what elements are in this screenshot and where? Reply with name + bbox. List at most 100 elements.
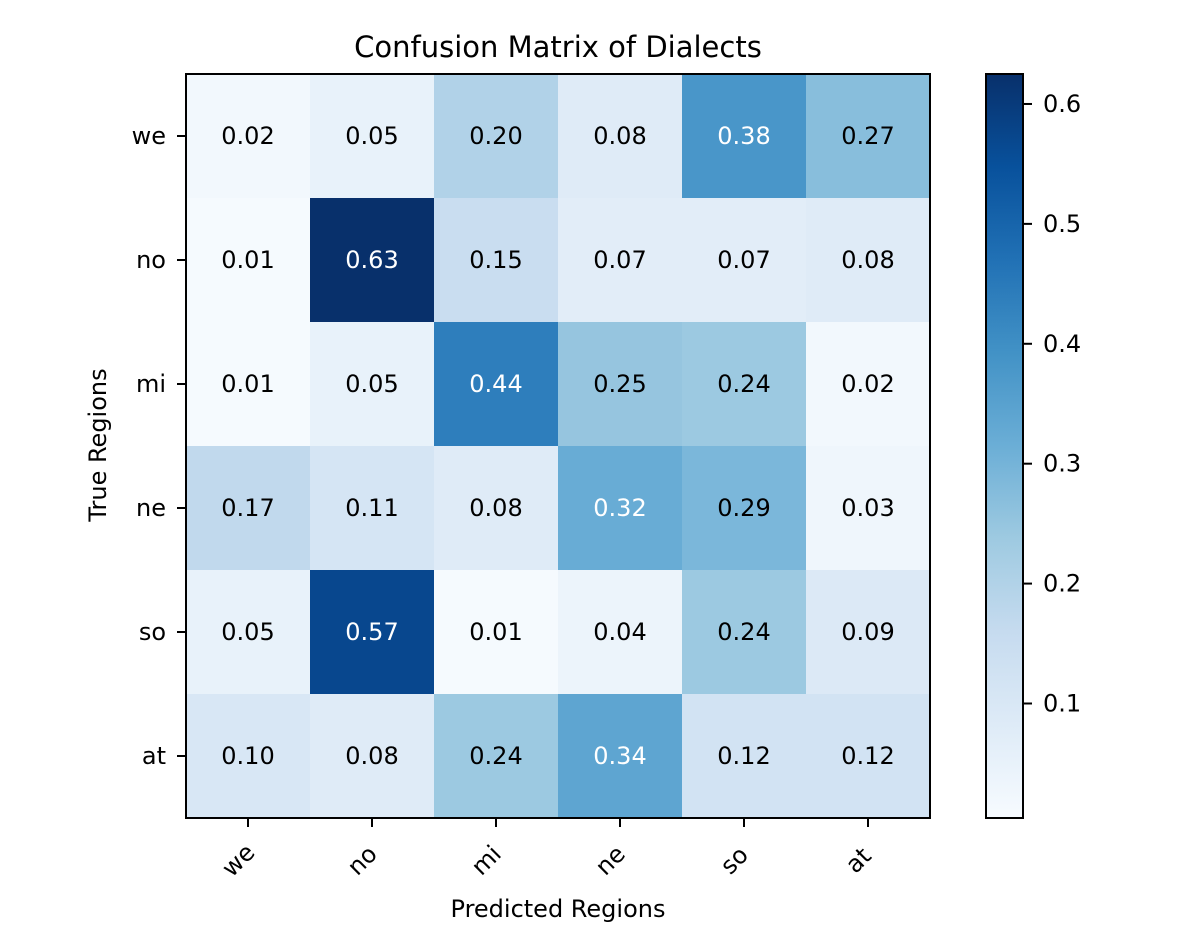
heatmap-cell	[310, 570, 435, 695]
cell-value-label: 0.01	[221, 370, 274, 398]
heatmap-cell	[186, 570, 311, 695]
cell-value-label: 0.10	[221, 742, 274, 770]
x-tick-label: ne	[590, 840, 631, 881]
heatmap-cell	[186, 74, 311, 199]
heatmap-cell	[310, 74, 435, 199]
heatmap-cell	[310, 198, 435, 323]
y-axis-ticks: we no mi ne so at	[132, 122, 186, 770]
x-tick-label: mi	[466, 840, 507, 881]
cell-value-label: 0.11	[345, 494, 398, 522]
heatmap-cell	[558, 74, 683, 199]
heatmap-cell	[434, 74, 559, 199]
heatmap-cell	[186, 322, 311, 447]
cell-value-label: 0.32	[593, 494, 646, 522]
heatmap-cell	[310, 322, 435, 447]
x-tick-label: at	[840, 842, 877, 879]
x-axis-label: Predicted Regions	[451, 895, 666, 923]
heatmap-cell	[806, 74, 931, 199]
cell-value-label: 0.08	[593, 122, 646, 150]
cell-value-label: 0.20	[469, 122, 522, 150]
cell-value-label: 0.05	[221, 618, 274, 646]
cell-value-label: 0.29	[717, 494, 770, 522]
colorbar-tick-label: 0.2	[1043, 570, 1081, 598]
heatmap-cells	[186, 74, 931, 819]
x-tick-label: no	[342, 840, 383, 881]
cell-value-label: 0.24	[469, 742, 522, 770]
y-tick-label: mi	[136, 370, 166, 398]
cell-value-label: 0.02	[221, 122, 274, 150]
heatmap-cell	[434, 694, 559, 819]
heatmap-cell	[682, 198, 807, 323]
cell-value-label: 0.57	[345, 618, 398, 646]
y-tick-label: so	[139, 618, 166, 646]
x-tick-label: we	[216, 838, 260, 882]
heatmap-cell	[682, 694, 807, 819]
cell-value-label: 0.01	[221, 246, 274, 274]
colorbar-ticks: 0.1 0.2 0.3 0.4 0.5 0.6	[1023, 90, 1081, 717]
colorbar	[985, 73, 1024, 819]
y-axis-label: True Regions	[84, 368, 112, 522]
heatmap-cell-labels: 0.02 0.05 0.20 0.08 0.38 0.27 0.01 0.63 0.15 0.07…	[221, 122, 894, 770]
cell-value-label: 0.08	[469, 494, 522, 522]
x-tick-label: so	[715, 841, 754, 880]
heatmap-cell	[806, 446, 931, 571]
cell-value-label: 0.38	[717, 122, 770, 150]
colorbar-tick-label: 0.3	[1043, 450, 1081, 478]
colorbar-tick-label: 0.6	[1043, 90, 1081, 118]
heatmap-cell	[558, 570, 683, 695]
x-axis-ticks: we no mi ne so at	[216, 818, 877, 882]
heatmap-cell	[186, 198, 311, 323]
cell-value-label: 0.44	[469, 370, 522, 398]
colorbar-tick-label: 0.4	[1043, 330, 1081, 358]
cell-value-label: 0.07	[593, 246, 646, 274]
heatmap-cell	[434, 446, 559, 571]
y-tick-label: ne	[136, 494, 166, 522]
heatmap-cell	[558, 446, 683, 571]
y-tick-label: at	[142, 742, 166, 770]
heatmap-cell	[682, 570, 807, 695]
cell-value-label: 0.08	[841, 246, 894, 274]
heatmap-cell	[682, 322, 807, 447]
cell-value-label: 0.03	[841, 494, 894, 522]
heatmap-cell	[186, 446, 311, 571]
heatmap-cell	[310, 446, 435, 571]
heatmap-cell	[682, 446, 807, 571]
cell-value-label: 0.24	[717, 618, 770, 646]
cell-value-label: 0.07	[717, 246, 770, 274]
chart-title: Confusion Matrix of Dialects	[354, 30, 762, 64]
cell-value-label: 0.04	[593, 618, 646, 646]
cell-value-label: 0.02	[841, 370, 894, 398]
cell-value-label: 0.15	[469, 246, 522, 274]
cell-value-label: 0.09	[841, 618, 894, 646]
heatmap-cell	[806, 694, 931, 819]
heatmap-cell	[558, 198, 683, 323]
cell-value-label: 0.12	[717, 742, 770, 770]
cell-value-label: 0.12	[841, 742, 894, 770]
heatmap-cell	[806, 570, 931, 695]
heatmap-cell	[558, 694, 683, 819]
y-tick-label: we	[132, 122, 166, 150]
cell-value-label: 0.24	[717, 370, 770, 398]
cell-value-label: 0.34	[593, 742, 646, 770]
cell-value-label: 0.27	[841, 122, 894, 150]
heatmap-cell	[682, 74, 807, 199]
heatmap-cell	[434, 322, 559, 447]
cell-value-label: 0.63	[345, 246, 398, 274]
heatmap-cell	[434, 198, 559, 323]
heatmap-frame	[185, 73, 931, 819]
y-tick-label: no	[136, 246, 166, 274]
cell-value-label: 0.17	[221, 494, 274, 522]
colorbar-tick-label: 0.5	[1043, 210, 1081, 238]
heatmap-cell	[434, 570, 559, 695]
cell-value-label: 0.08	[345, 742, 398, 770]
colorbar-tick-label: 0.1	[1043, 689, 1081, 717]
cell-value-label: 0.05	[345, 370, 398, 398]
cell-value-label: 0.25	[593, 370, 646, 398]
heatmap-cell	[806, 322, 931, 447]
heatmap-cell	[558, 322, 683, 447]
heatmap-cell	[186, 694, 311, 819]
cell-value-label: 0.01	[469, 618, 522, 646]
heatmap-cell	[310, 694, 435, 819]
heatmap-cell	[806, 198, 931, 323]
